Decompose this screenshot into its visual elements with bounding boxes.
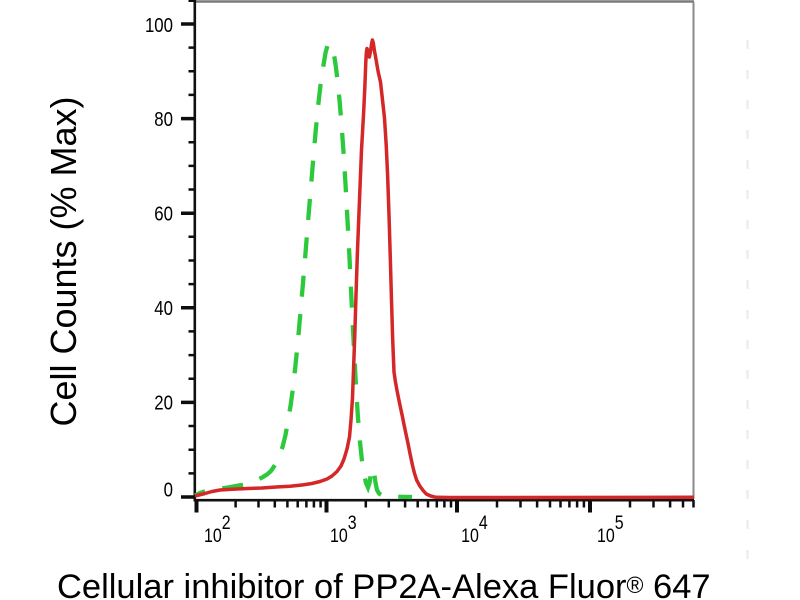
svg-text:Cell Counts (% Max): Cell Counts (% Max): [43, 96, 84, 426]
svg-text:Cellular inhibitor of PP2A-Ale: Cellular inhibitor of PP2A-Alexa Fluor® …: [57, 568, 711, 600]
svg-text:0: 0: [164, 478, 173, 501]
svg-text:40: 40: [154, 297, 173, 320]
svg-text:103: 103: [330, 512, 357, 547]
svg-text:102: 102: [204, 512, 231, 547]
svg-text:60: 60: [154, 202, 173, 225]
svg-text:80: 80: [154, 108, 173, 131]
svg-text:104: 104: [461, 512, 488, 547]
svg-text:105: 105: [597, 512, 624, 547]
svg-text:20: 20: [154, 391, 173, 414]
svg-text:100: 100: [145, 14, 173, 37]
